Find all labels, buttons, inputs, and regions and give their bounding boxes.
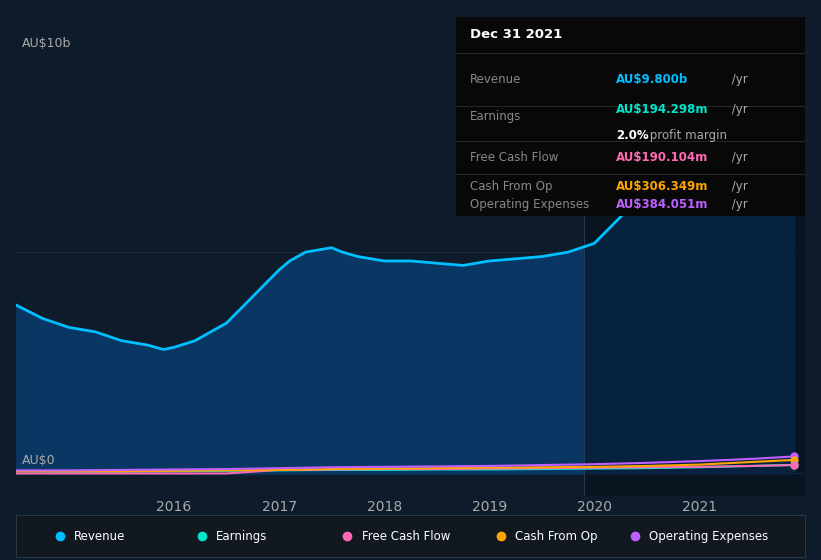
Text: AU$10b: AU$10b xyxy=(21,38,71,50)
Text: Free Cash Flow: Free Cash Flow xyxy=(361,530,450,543)
Text: AU$0: AU$0 xyxy=(21,454,55,467)
Text: AU$384.051m: AU$384.051m xyxy=(616,198,709,211)
Text: Operating Expenses: Operating Expenses xyxy=(470,198,589,211)
Text: profit margin: profit margin xyxy=(646,129,727,142)
Text: Cash From Op: Cash From Op xyxy=(470,180,552,193)
Text: AU$190.104m: AU$190.104m xyxy=(616,151,709,165)
Text: /yr: /yr xyxy=(728,198,748,211)
Bar xyxy=(584,31,805,496)
Text: Dec 31 2021: Dec 31 2021 xyxy=(470,28,562,41)
Text: Cash From Op: Cash From Op xyxy=(516,530,598,543)
Text: Earnings: Earnings xyxy=(470,110,521,123)
Text: /yr: /yr xyxy=(728,73,748,86)
Text: Revenue: Revenue xyxy=(470,73,521,86)
Text: 2.0%: 2.0% xyxy=(616,129,649,142)
Text: /yr: /yr xyxy=(728,102,748,116)
Text: Operating Expenses: Operating Expenses xyxy=(649,530,768,543)
Text: Free Cash Flow: Free Cash Flow xyxy=(470,151,558,165)
Text: /yr: /yr xyxy=(728,180,748,193)
Text: Revenue: Revenue xyxy=(74,530,126,543)
Text: /yr: /yr xyxy=(728,151,748,165)
Text: AU$9.800b: AU$9.800b xyxy=(616,73,689,86)
Text: AU$194.298m: AU$194.298m xyxy=(616,102,709,116)
Text: AU$306.349m: AU$306.349m xyxy=(616,180,709,193)
Text: Earnings: Earnings xyxy=(216,530,267,543)
